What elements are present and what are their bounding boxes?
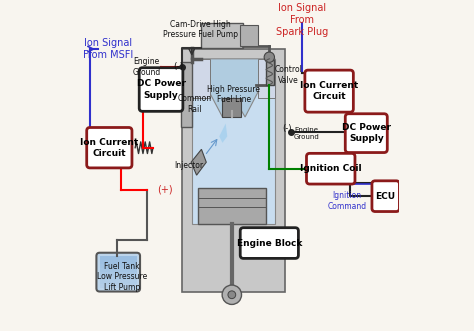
Circle shape bbox=[222, 285, 242, 305]
Text: Common
Rail: Common Rail bbox=[177, 94, 211, 114]
Text: Ignition
Command: Ignition Command bbox=[328, 191, 366, 211]
Text: Injector: Injector bbox=[174, 161, 203, 170]
Polygon shape bbox=[192, 59, 210, 98]
Bar bbox=[201, 23, 244, 48]
Polygon shape bbox=[198, 188, 266, 224]
Bar bbox=[100, 276, 137, 280]
Bar bbox=[240, 25, 258, 46]
Text: Ion Signal
From MSFI: Ion Signal From MSFI bbox=[82, 38, 133, 60]
Polygon shape bbox=[182, 49, 285, 292]
Bar bbox=[100, 284, 137, 288]
Text: (-): (-) bbox=[173, 62, 183, 71]
FancyBboxPatch shape bbox=[240, 228, 299, 259]
Circle shape bbox=[228, 291, 236, 299]
FancyBboxPatch shape bbox=[305, 70, 353, 112]
Bar bbox=[100, 280, 137, 284]
FancyBboxPatch shape bbox=[139, 68, 183, 111]
FancyBboxPatch shape bbox=[372, 181, 400, 212]
Bar bbox=[182, 62, 192, 127]
Bar bbox=[266, 61, 274, 85]
Bar bbox=[100, 260, 137, 264]
FancyBboxPatch shape bbox=[307, 153, 355, 184]
Text: Ion Signal
From
Spark Plug: Ion Signal From Spark Plug bbox=[275, 3, 328, 37]
Text: Engine
Ground: Engine Ground bbox=[293, 127, 319, 140]
Text: Ion Current
Circuit: Ion Current Circuit bbox=[300, 81, 358, 101]
FancyBboxPatch shape bbox=[96, 253, 140, 292]
Text: Ion Current
Circuit: Ion Current Circuit bbox=[80, 138, 138, 158]
Text: Ignition Coil: Ignition Coil bbox=[300, 164, 362, 173]
Polygon shape bbox=[191, 149, 206, 175]
FancyBboxPatch shape bbox=[87, 127, 132, 168]
Polygon shape bbox=[192, 59, 275, 117]
Bar bbox=[100, 264, 137, 268]
Circle shape bbox=[264, 52, 274, 62]
Text: High Pressure
Fuel Line: High Pressure Fuel Line bbox=[207, 85, 260, 104]
Bar bbox=[100, 256, 137, 260]
Bar bbox=[100, 272, 137, 276]
Bar bbox=[222, 98, 241, 117]
Text: ECU: ECU bbox=[375, 192, 396, 201]
Text: Control
Valve: Control Valve bbox=[274, 65, 302, 85]
Polygon shape bbox=[219, 123, 228, 143]
Text: DC Power
Supply: DC Power Supply bbox=[342, 123, 391, 143]
Polygon shape bbox=[258, 59, 275, 98]
Text: DC Power
Supply: DC Power Supply bbox=[137, 79, 185, 100]
FancyBboxPatch shape bbox=[345, 114, 387, 153]
Text: Engine
Ground: Engine Ground bbox=[132, 57, 161, 76]
Text: (-): (-) bbox=[283, 124, 292, 133]
Text: Cam-Drive High
Pressure Fuel Pump: Cam-Drive High Pressure Fuel Pump bbox=[164, 20, 238, 39]
Polygon shape bbox=[192, 59, 275, 224]
Text: (+): (+) bbox=[157, 185, 173, 195]
Bar bbox=[100, 268, 137, 272]
Text: Fuel Tank
Low Pressure
Lift Pump: Fuel Tank Low Pressure Lift Pump bbox=[97, 262, 147, 292]
Text: Engine Block: Engine Block bbox=[237, 239, 302, 248]
